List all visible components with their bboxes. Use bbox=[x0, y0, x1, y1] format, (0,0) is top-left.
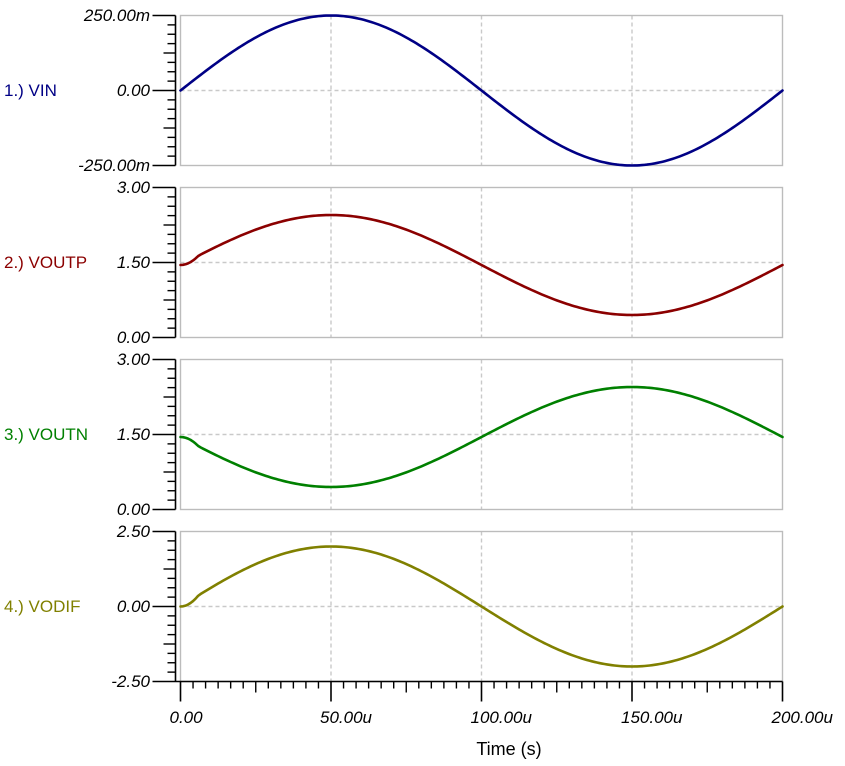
x-axis-title: Time (s) bbox=[476, 739, 542, 759]
y-tick-label-panel4: 0.00 bbox=[116, 596, 150, 616]
waveform-voutn[interactable] bbox=[179, 385, 784, 489]
panel-border-2 bbox=[179, 186, 784, 339]
x-tick-label: 200.00u bbox=[771, 708, 833, 727]
y-tick-label-panel2: 1.50 bbox=[116, 252, 150, 272]
y-tick-label-panel1: 0.00 bbox=[116, 80, 150, 100]
waveform-vin[interactable] bbox=[179, 14, 784, 167]
x-tick-label: 150.00u bbox=[621, 708, 683, 727]
signal-label-voutn: 3.) VOUTN bbox=[4, 424, 89, 444]
y-tick-label-panel4: 2.50 bbox=[116, 521, 150, 541]
panel-border-3 bbox=[179, 358, 784, 511]
y-tick-label-panel2: 3.00 bbox=[116, 177, 150, 197]
y-tick-label-panel1: 250.00m bbox=[83, 5, 150, 25]
y-tick-label-panel4: -2.50 bbox=[111, 671, 150, 691]
signal-label-vin: 1.) VIN bbox=[4, 80, 57, 100]
signal-label-voutp: 2.) VOUTP bbox=[4, 252, 88, 272]
y-tick-label-panel3: 0.00 bbox=[116, 499, 150, 519]
y-tick-label-panel3: 3.00 bbox=[116, 349, 150, 369]
signal-label-vodif: 4.) VODIF bbox=[4, 596, 81, 616]
x-tick-label: 100.00u bbox=[470, 708, 532, 727]
y-tick-label-panel2: 0.00 bbox=[116, 327, 150, 347]
waveform-vodif[interactable] bbox=[179, 545, 784, 668]
x-tick-label: 50.00u bbox=[320, 708, 372, 727]
waveform-voutp[interactable] bbox=[179, 213, 784, 317]
y-tick-label-panel1: -250.00m bbox=[78, 155, 150, 175]
x-tick-label: 0.00 bbox=[169, 708, 203, 727]
y-tick-label-panel3: 1.50 bbox=[116, 424, 150, 444]
